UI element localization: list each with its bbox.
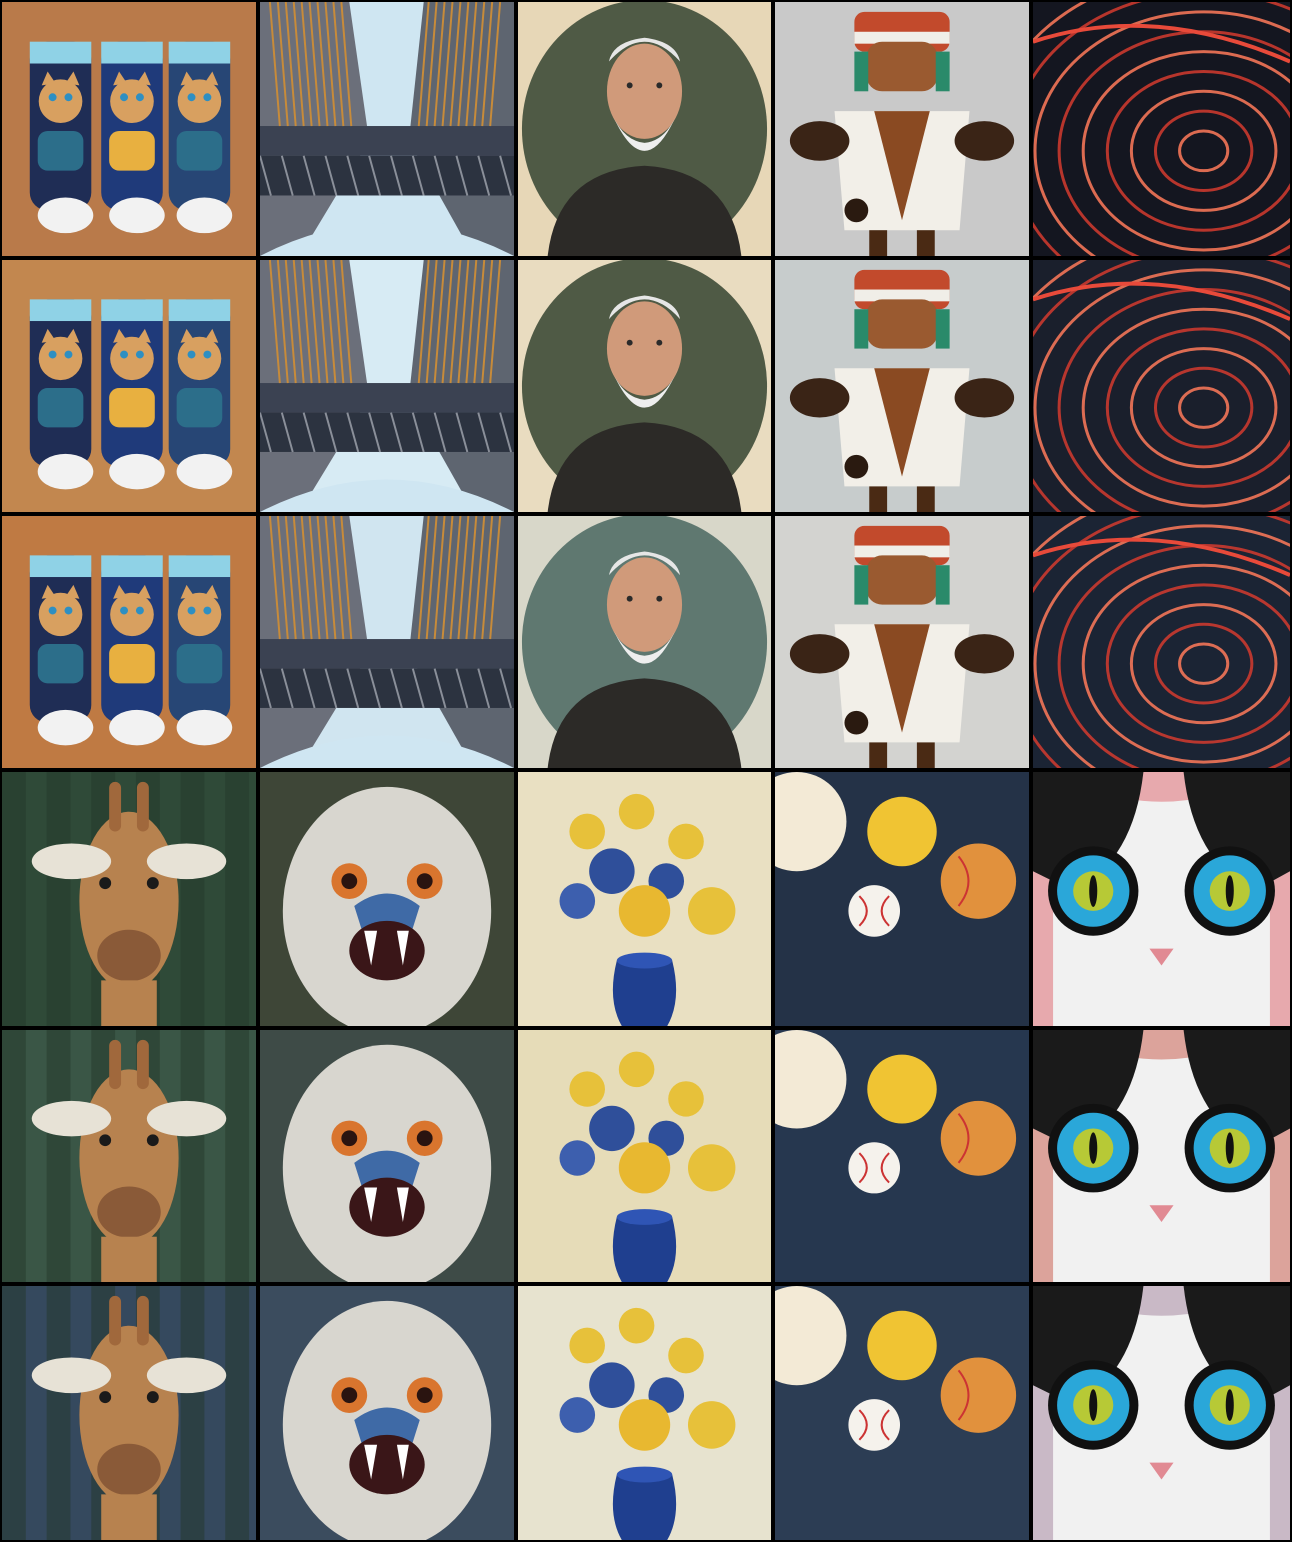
tile-baseballs [775,772,1029,1026]
tile-ostrich [260,772,514,1026]
tile-eiffel-tower [260,2,514,256]
tile-eiffel-tower [260,516,514,768]
tile-giraffe [2,1286,256,1540]
tile-old-man-portrait [518,2,771,256]
tile-old-man-portrait [518,516,771,768]
tile-baseballs [775,1030,1029,1282]
tile-old-man-portrait [518,260,771,512]
tile-cat-goggles [1033,1030,1290,1282]
tile-cat-socks [2,516,256,768]
tile-kachina-doll [775,516,1029,768]
tile-cat-socks [2,2,256,256]
tile-red-swirl [1033,516,1290,768]
tile-eiffel-tower [260,260,514,512]
tile-giraffe [2,1030,256,1282]
tile-cat-goggles [1033,772,1290,1026]
tile-flower-vase [518,772,771,1026]
tile-ostrich [260,1030,514,1282]
tile-flower-vase [518,1286,771,1540]
tile-baseballs [775,1286,1029,1540]
tile-cat-socks [2,260,256,512]
tile-ostrich [260,1286,514,1540]
tile-red-swirl [1033,260,1290,512]
tile-kachina-doll [775,2,1029,256]
tile-cat-goggles [1033,1286,1290,1540]
tile-red-swirl [1033,2,1290,256]
tile-flower-vase [518,1030,771,1282]
tile-giraffe [2,772,256,1026]
tile-kachina-doll [775,260,1029,512]
